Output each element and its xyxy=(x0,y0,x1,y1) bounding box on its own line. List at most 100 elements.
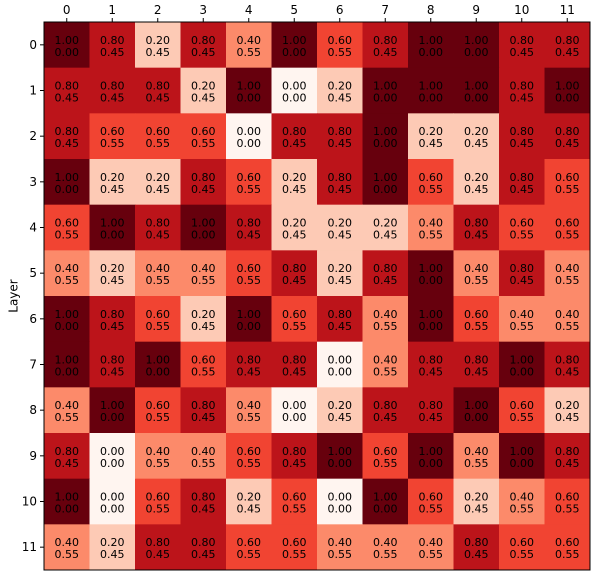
cell-value-label: 0.60 xyxy=(555,491,580,504)
cell-secondary-label: 0.00 xyxy=(419,92,444,105)
heatmap-cell xyxy=(408,296,454,343)
x-tick-label: 0 xyxy=(63,3,71,17)
cell-secondary-label: 0.45 xyxy=(191,92,216,105)
cell-secondary-label: 0.45 xyxy=(146,46,171,59)
heatmap-cell xyxy=(499,387,545,434)
heatmap-cell xyxy=(362,296,409,343)
cell-secondary-label: 0.55 xyxy=(237,274,262,287)
heatmap-cell xyxy=(453,296,500,343)
cell-secondary-label: 0.45 xyxy=(373,411,398,424)
cell-value-label: 0.60 xyxy=(419,171,444,184)
heatmap-cell xyxy=(499,22,545,69)
heatmap-cell xyxy=(317,22,363,69)
cell-value-label: 0.60 xyxy=(146,308,171,321)
cell-value-label: 0.60 xyxy=(237,171,262,184)
heatmap-cell xyxy=(135,250,181,297)
cell-secondary-label: 0.55 xyxy=(328,46,353,59)
cell-secondary-label: 0.00 xyxy=(282,92,307,105)
heatmap-cell xyxy=(180,387,227,434)
heatmap-cell xyxy=(135,159,181,206)
cell-secondary-label: 0.00 xyxy=(55,320,80,333)
cell-value-label: 0.80 xyxy=(510,34,535,47)
cell-value-label: 1.00 xyxy=(100,399,125,412)
heatmap-cell xyxy=(453,113,500,160)
heatmap-cell xyxy=(408,341,454,388)
y-axis-label: Layer xyxy=(7,279,21,313)
cell-value-label: 0.40 xyxy=(55,262,80,275)
heatmap-cell xyxy=(135,296,181,343)
cell-value-label: 0.00 xyxy=(328,491,353,504)
cell-value-label: 0.00 xyxy=(328,354,353,367)
cell-secondary-label: 0.00 xyxy=(510,366,535,379)
cell-secondary-label: 0.55 xyxy=(464,457,489,470)
heatmap-cell xyxy=(362,341,409,388)
heatmap-cell xyxy=(408,22,454,69)
cell-value-label: 0.60 xyxy=(100,125,125,138)
cell-value-label: 0.60 xyxy=(282,308,307,321)
x-tick-label: 4 xyxy=(245,3,253,17)
cell-secondary-label: 0.45 xyxy=(100,548,125,561)
cell-value-label: 0.60 xyxy=(237,536,262,549)
cell-secondary-label: 0.55 xyxy=(191,274,216,287)
cell-value-label: 0.80 xyxy=(55,445,80,458)
cell-value-label: 0.60 xyxy=(510,536,535,549)
cell-secondary-label: 0.55 xyxy=(555,229,580,242)
heatmap-cell xyxy=(44,433,90,480)
cell-secondary-label: 0.45 xyxy=(555,457,580,470)
heatmap-cell xyxy=(226,387,272,434)
cell-value-label: 0.20 xyxy=(555,399,580,412)
cell-value-label: 0.80 xyxy=(510,125,535,138)
cell-value-label: 0.80 xyxy=(555,125,580,138)
cell-value-label: 0.00 xyxy=(282,80,307,93)
cell-value-label: 0.40 xyxy=(237,34,262,47)
cell-secondary-label: 0.45 xyxy=(419,366,444,379)
cell-secondary-label: 0.00 xyxy=(464,92,489,105)
heatmap-cells xyxy=(44,22,591,571)
heatmap-cell xyxy=(544,478,591,525)
cell-value-label: 0.80 xyxy=(282,354,307,367)
cell-value-label: 1.00 xyxy=(100,217,125,230)
cell-value-label: 0.20 xyxy=(191,80,216,93)
cell-secondary-label: 0.45 xyxy=(191,503,216,516)
cell-secondary-label: 0.45 xyxy=(55,137,80,150)
heatmap-cell xyxy=(408,433,454,480)
cell-value-label: 0.80 xyxy=(373,399,398,412)
heatmap-cell xyxy=(544,67,591,114)
cell-secondary-label: 0.00 xyxy=(555,92,580,105)
y-tick-label: 9 xyxy=(29,449,37,463)
cell-value-label: 0.60 xyxy=(55,217,80,230)
cell-secondary-label: 0.45 xyxy=(328,229,353,242)
y-tick-label: 5 xyxy=(29,266,37,280)
cell-secondary-label: 0.55 xyxy=(373,320,398,333)
cell-secondary-label: 0.45 xyxy=(237,503,262,516)
heatmap-cell xyxy=(180,204,227,251)
cell-value-label: 0.20 xyxy=(146,34,171,47)
heatmap-cell xyxy=(89,478,136,525)
cell-secondary-label: 0.45 xyxy=(464,548,489,561)
heatmap-cell xyxy=(317,478,363,525)
heatmap-cell xyxy=(271,204,318,251)
heatmap-cell xyxy=(317,204,363,251)
cell-secondary-label: 0.55 xyxy=(555,320,580,333)
cell-secondary-label: 0.00 xyxy=(146,366,171,379)
cell-secondary-label: 0.45 xyxy=(464,503,489,516)
cell-value-label: 1.00 xyxy=(373,171,398,184)
cell-secondary-label: 0.45 xyxy=(464,229,489,242)
heatmap-cell xyxy=(362,524,409,571)
heatmap-cell xyxy=(180,250,227,297)
heatmap-cell xyxy=(408,204,454,251)
cell-secondary-label: 0.55 xyxy=(555,503,580,516)
cell-value-label: 0.80 xyxy=(191,171,216,184)
cell-value-label: 0.40 xyxy=(419,217,444,230)
cell-value-label: 1.00 xyxy=(328,445,353,458)
x-tick-label: 5 xyxy=(290,3,298,17)
cell-secondary-label: 0.55 xyxy=(282,503,307,516)
cell-value-label: 0.40 xyxy=(510,491,535,504)
cell-value-label: 0.60 xyxy=(328,34,353,47)
cell-value-label: 1.00 xyxy=(510,445,535,458)
heatmap-cell xyxy=(44,159,90,206)
cell-secondary-label: 0.45 xyxy=(146,92,171,105)
y-tick-label: 3 xyxy=(29,175,37,189)
heatmap-cell xyxy=(271,250,318,297)
